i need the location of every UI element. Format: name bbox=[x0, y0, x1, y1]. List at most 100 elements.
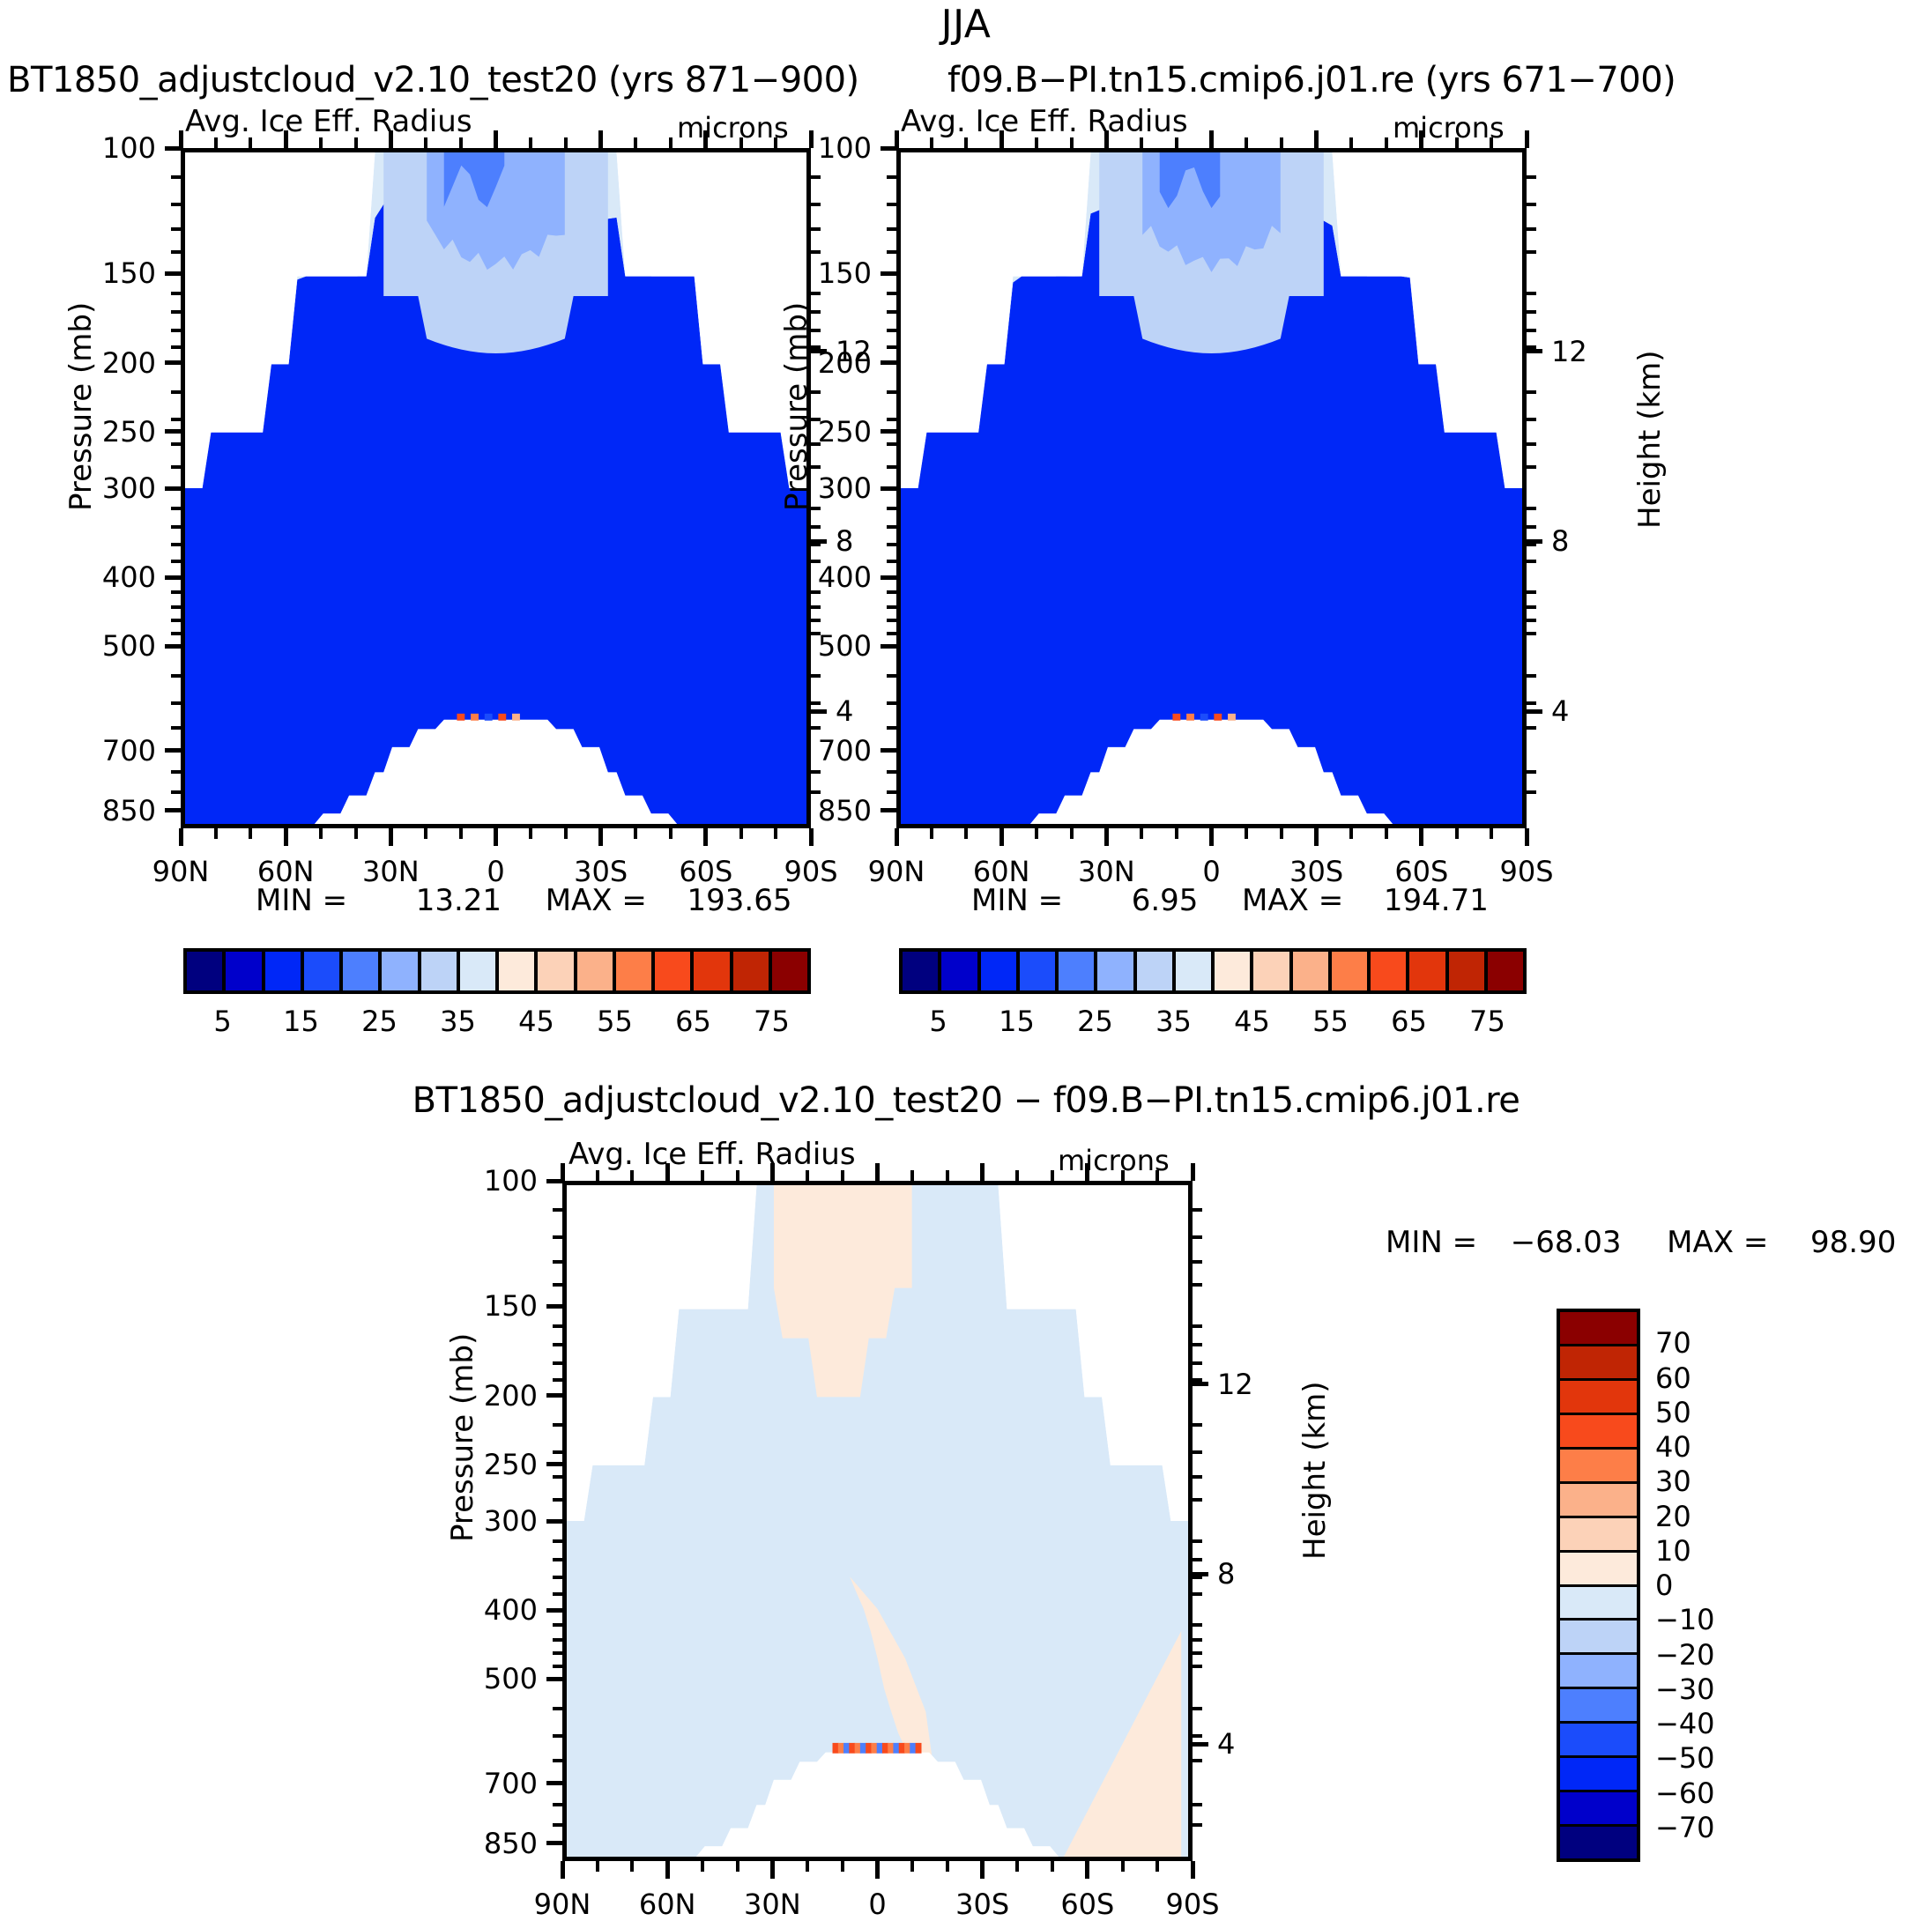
panel-right-x-minor-tick bbox=[1140, 828, 1144, 839]
panel-diff-x-tick-label: 90S bbox=[1165, 1888, 1220, 1921]
colorbar-cell[interactable] bbox=[226, 952, 265, 990]
panel-left-y-minor-tick bbox=[171, 673, 181, 678]
colorbar-cell[interactable] bbox=[1560, 1483, 1637, 1518]
panel-left-x-tick-label: 90N bbox=[152, 855, 210, 888]
panel-right-y-minor-tick bbox=[887, 769, 896, 774]
colorbar-cell[interactable] bbox=[903, 952, 942, 990]
panel-diff-y-minor-tick bbox=[553, 1733, 562, 1738]
colorbar-cell[interactable] bbox=[771, 952, 807, 990]
colorbar-cell[interactable] bbox=[1560, 1792, 1637, 1828]
panel-right-y2-minor-tick bbox=[1527, 560, 1536, 564]
colorbar-cell[interactable] bbox=[420, 952, 460, 990]
colorbar-cell[interactable] bbox=[1560, 1724, 1637, 1759]
colorbar-cell[interactable] bbox=[538, 952, 577, 990]
colorbar-cell[interactable] bbox=[655, 952, 695, 990]
cloud-top-mask bbox=[185, 152, 806, 488]
colorbar-cell[interactable] bbox=[1215, 952, 1254, 990]
colorbar-cell[interactable] bbox=[264, 952, 304, 990]
colorbar-cell[interactable] bbox=[499, 952, 539, 990]
panel-left-y-minor-tick bbox=[171, 790, 181, 794]
panel-right-y2-axis-label: Height (km) bbox=[1632, 350, 1668, 529]
colorbar-cell[interactable] bbox=[1560, 1586, 1637, 1621]
panel-right-y-tick bbox=[881, 575, 896, 580]
colorbar-cell[interactable] bbox=[576, 952, 616, 990]
colorbar-cell[interactable] bbox=[1560, 1552, 1637, 1587]
panel-right-x-minor-tick bbox=[1245, 828, 1249, 839]
panel-left-x-tick-label: 30S bbox=[574, 855, 628, 888]
colorbar-cell[interactable] bbox=[615, 952, 655, 990]
panel-left-y2-minor-tick bbox=[811, 590, 821, 595]
panel-left-y2-minor-tick bbox=[811, 725, 821, 730]
panel-right-x-minor-tick bbox=[964, 828, 969, 839]
colorbar-cell[interactable] bbox=[1059, 952, 1098, 990]
panel-right-y-minor-tick bbox=[887, 619, 896, 623]
panel-left-y-minor-tick bbox=[171, 725, 181, 730]
speckle bbox=[457, 713, 465, 721]
colorbar-cell[interactable] bbox=[1136, 952, 1176, 990]
panel-right-y-tick bbox=[881, 486, 896, 491]
colorbar-cell[interactable] bbox=[1292, 952, 1332, 990]
colorbar-cell[interactable] bbox=[459, 952, 499, 990]
panel-diff-y2-tick bbox=[1193, 1382, 1208, 1387]
colorbar-cell[interactable] bbox=[1560, 1449, 1637, 1484]
colorbar-tick-label: −20 bbox=[1655, 1637, 1715, 1672]
panel-right-y2-tick-label: 4 bbox=[1551, 694, 1570, 728]
colorbar-cell[interactable] bbox=[1560, 1689, 1637, 1724]
colorbar-cell[interactable] bbox=[382, 952, 421, 990]
colorbar-cell[interactable] bbox=[1560, 1517, 1637, 1553]
colorbar-cell[interactable] bbox=[1371, 952, 1410, 990]
diff-band-negative bbox=[567, 1185, 1188, 1857]
colorbar-left[interactable] bbox=[183, 948, 811, 994]
colorbar-cell[interactable] bbox=[1560, 1414, 1637, 1450]
colorbar-cell[interactable] bbox=[1560, 1380, 1637, 1415]
panel-left-x-top-minor-tick bbox=[774, 137, 778, 148]
panel-left-minmax: MIN = 13.21 MAX = 193.65 bbox=[256, 883, 791, 918]
speckle bbox=[904, 1742, 910, 1754]
colorbar-cell[interactable] bbox=[980, 952, 1020, 990]
speckle bbox=[876, 1742, 883, 1754]
colorbar-cell[interactable] bbox=[1560, 1346, 1637, 1381]
panel-diff-x-top-tick bbox=[875, 1163, 880, 1181]
speckle bbox=[1228, 713, 1236, 721]
panel-left-x-top-tick bbox=[703, 130, 709, 148]
colorbar-cell[interactable] bbox=[1448, 952, 1488, 990]
colorbar-cell[interactable] bbox=[1560, 1312, 1637, 1346]
colorbar-cell[interactable] bbox=[1560, 1621, 1637, 1656]
panel-left-y-minor-tick bbox=[171, 390, 181, 395]
colorbar-cell[interactable] bbox=[303, 952, 343, 990]
colorbar-cell[interactable] bbox=[732, 952, 772, 990]
colorbar-cell[interactable] bbox=[187, 952, 227, 990]
colorbar-cell[interactable] bbox=[1560, 1655, 1637, 1690]
panel-left-x-tick bbox=[283, 828, 288, 846]
colorbar-cell[interactable] bbox=[941, 952, 981, 990]
colorbar-cell[interactable] bbox=[1560, 1827, 1637, 1858]
panel-diff-y2-minor-tick bbox=[1193, 1623, 1202, 1628]
panel-left-x-top-minor-tick bbox=[318, 137, 323, 148]
panel-left-x-top-minor-tick bbox=[353, 137, 358, 148]
colorbar-cell[interactable] bbox=[1019, 952, 1059, 990]
colorbar-cell[interactable] bbox=[694, 952, 733, 990]
panel-right-y2-minor-tick bbox=[1527, 417, 1536, 421]
colorbar-cell[interactable] bbox=[1409, 952, 1449, 990]
colorbar-cell[interactable] bbox=[1097, 952, 1137, 990]
panel-left-y2-minor-tick bbox=[811, 227, 821, 232]
colorbar-right[interactable] bbox=[899, 948, 1527, 994]
panel-diff-title: BT1850_adjustcloud_v2.10_test20 − f09.B−… bbox=[412, 1080, 1520, 1121]
colorbar-cell[interactable] bbox=[1487, 952, 1523, 990]
panel-right-x-minor-tick bbox=[1279, 828, 1283, 839]
colorbar-cell[interactable] bbox=[1560, 1758, 1637, 1793]
panel-diff-y-minor-tick bbox=[553, 1235, 562, 1240]
colorbar-cell[interactable] bbox=[1331, 952, 1371, 990]
panel-left-y-tick bbox=[165, 360, 181, 366]
panel-diff-x-top-tick bbox=[560, 1163, 565, 1181]
panel-left-y2-minor-tick bbox=[811, 175, 821, 180]
colorbar-diff[interactable] bbox=[1557, 1309, 1640, 1862]
colorbar-cell[interactable] bbox=[1253, 952, 1293, 990]
panel-right-title: f09.B−PI.tn15.cmip6.j01.re (yrs 671−700) bbox=[947, 60, 1676, 100]
contour-band-blue-deep bbox=[1159, 152, 1221, 209]
colorbar-cell[interactable] bbox=[1175, 952, 1215, 990]
panel-left-y2-minor-tick bbox=[811, 604, 821, 609]
panel-left-y-tick bbox=[165, 271, 181, 276]
colorbar-cell[interactable] bbox=[343, 952, 383, 990]
panel-right-y-minor-tick bbox=[887, 673, 896, 678]
